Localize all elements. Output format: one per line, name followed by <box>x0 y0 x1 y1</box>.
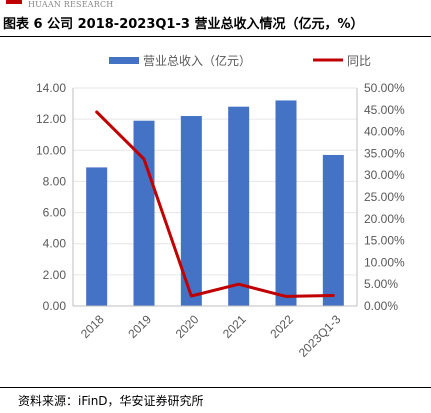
y-left-tick-label: 0.00 <box>43 299 67 313</box>
y-right-tick-label: 20.00% <box>364 212 405 226</box>
brand-logo <box>6 0 22 4</box>
y-right-tick-label: 15.00% <box>364 234 405 248</box>
bars <box>86 100 344 307</box>
line-series <box>95 110 335 298</box>
legend-bar-label: 营业总收入（亿元） <box>143 53 251 68</box>
title-rule <box>0 36 431 37</box>
y-right-tick-label: 0.00% <box>364 299 398 313</box>
y-left-tick-label: 12.00 <box>36 112 66 126</box>
axes <box>72 88 358 307</box>
y-left-tick-label: 10.00 <box>36 143 66 157</box>
line-series-path <box>95 110 335 298</box>
y-right-tick-label: 30.00% <box>364 168 405 182</box>
grid-lines <box>73 87 357 276</box>
x-tick-labels: 2018 2019 2020 2021 2022 2023Q1-3 <box>78 312 344 360</box>
legend: 营业总收入（亿元） 同比 <box>109 53 371 68</box>
y-left-tick-label: 6.00 <box>43 206 67 220</box>
x-tick-label: 2018 <box>78 312 107 341</box>
bar <box>133 120 155 306</box>
x-tick-label: 2023Q1-3 <box>296 312 344 360</box>
legend-bar-swatch <box>109 57 139 64</box>
x-tick-label: 2022 <box>267 312 296 341</box>
y-right-tick-label: 25.00% <box>364 190 405 204</box>
brand-header: HUAAN RESEARCH <box>0 0 431 12</box>
source-note: 资料来源：iFinD，华安证券研究所 <box>18 394 204 408</box>
source-rule <box>0 387 431 388</box>
bar <box>228 106 250 306</box>
y-right-tick-label: 40.00% <box>364 125 405 139</box>
figure-title: 图表 6 公司 2018-2023Q1-3 营业总收入情况（亿元，%） <box>3 17 364 32</box>
legend-line-label: 同比 <box>347 54 371 68</box>
x-tick-label: 2021 <box>220 312 249 341</box>
y-left-tick-label: 8.00 <box>43 174 67 188</box>
y-right-tick-label: 45.00% <box>364 103 405 117</box>
bar <box>180 116 202 307</box>
y-left-ticks: 0.00 2.00 4.00 6.00 8.00 10.00 12.00 14.00 <box>36 81 66 313</box>
bar <box>322 154 344 306</box>
brand-text: HUAAN RESEARCH <box>28 0 114 9</box>
y-right-tick-label: 5.00% <box>364 277 398 291</box>
y-left-tick-label: 4.00 <box>43 237 67 251</box>
y-right-tick-label: 35.00% <box>364 146 405 160</box>
y-right-ticks: 0.00% 5.00% 10.00% 15.00% 20.00% 25.00% 30.00%… <box>364 81 405 313</box>
y-right-tick-label: 10.00% <box>364 255 405 269</box>
bar <box>275 100 297 306</box>
x-tick-label: 2019 <box>125 312 154 341</box>
y-left-tick-label: 14.00 <box>36 81 66 95</box>
x-tick-label: 2020 <box>173 312 202 341</box>
y-right-tick-label: 50.00% <box>364 81 405 95</box>
bar <box>86 167 108 306</box>
y-left-tick-label: 2.00 <box>43 268 67 282</box>
